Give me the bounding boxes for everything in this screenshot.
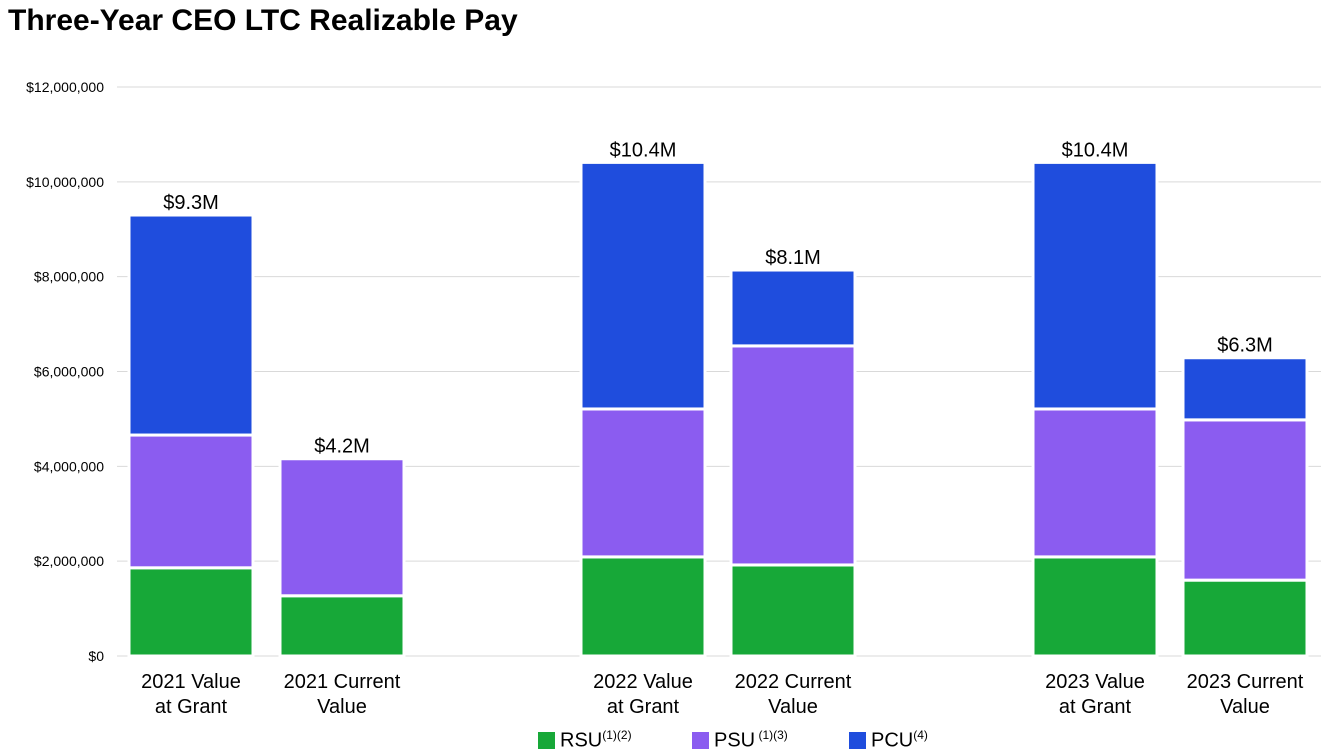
- legend-label: RSU(1)(2): [560, 728, 632, 752]
- legend-footnote: (1)(2): [602, 728, 632, 742]
- chart-title: Three-Year CEO LTC Realizable Pay: [8, 4, 518, 37]
- legend-item-psu: PSU (1)(3): [692, 728, 788, 753]
- x-tick-label: 2021 Value: [141, 671, 241, 693]
- x-tick-label: at Grant: [607, 696, 680, 718]
- bar-segment-psu: [127, 433, 255, 570]
- bar-segment-pcu: [1031, 160, 1159, 411]
- y-tick-label: $0: [88, 648, 104, 664]
- x-tick-label: 2023 Current: [1187, 671, 1304, 693]
- x-tick-label: Value: [317, 696, 367, 718]
- x-tick-label: Value: [1220, 696, 1270, 718]
- x-tick-label: Value: [768, 696, 818, 718]
- legend-item-rsu: RSU(1)(2): [538, 728, 632, 753]
- legend-footnote: (1)(3): [755, 728, 788, 742]
- bar-segment-rsu: [729, 563, 857, 658]
- legend-swatch: [849, 731, 866, 749]
- bar-segment-rsu: [278, 594, 406, 658]
- bar-segment-rsu: [1031, 555, 1159, 658]
- legend-label: PSU (1)(3): [714, 728, 788, 752]
- y-tick-label: $10,000,000: [26, 174, 104, 190]
- x-tick-label: at Grant: [1059, 696, 1132, 718]
- legend-swatch: [538, 731, 555, 749]
- bar-segment-rsu: [127, 566, 255, 658]
- legend-swatch: [692, 731, 709, 749]
- y-tick-label: $12,000,000: [26, 79, 104, 95]
- total-label: $6.3M: [1217, 335, 1273, 357]
- x-tick-label: 2022 Current: [735, 671, 852, 693]
- chart: $0 $2,000,000 $4,000,000 $6,000,000 $8,000,0…: [26, 79, 1321, 718]
- bar-segment-pcu: [1181, 356, 1309, 422]
- legend-footnote: (4): [913, 728, 928, 742]
- y-tick-label: $4,000,000: [34, 458, 104, 474]
- total-label: $10.4M: [1062, 139, 1129, 161]
- x-tick-label: at Grant: [155, 696, 228, 718]
- bar-segment-pcu: [579, 160, 707, 411]
- bar-segment-pcu: [729, 268, 857, 348]
- legend-label: PCU(4): [871, 728, 928, 752]
- bar-segment-pcu: [127, 213, 255, 437]
- total-label: $9.3M: [163, 192, 219, 214]
- total-label: $10.4M: [610, 139, 677, 161]
- bar-segment-rsu: [1181, 578, 1309, 658]
- total-label: $4.2M: [314, 436, 370, 458]
- bar-segment-psu: [579, 407, 707, 559]
- legend: RSU(1)(2) PSU (1)(3) PCU(4): [0, 728, 1321, 753]
- legend-item-pcu: PCU(4): [849, 728, 928, 753]
- y-tick-label: $6,000,000: [34, 364, 104, 380]
- bar-segment-rsu: [579, 555, 707, 658]
- bar-segment-psu: [278, 457, 406, 598]
- x-tick-label: 2022 Value: [593, 671, 693, 693]
- total-label: $8.1M: [765, 247, 821, 269]
- bar-segment-psu: [1031, 407, 1159, 559]
- x-tick-label: 2021 Current: [284, 671, 401, 693]
- x-tick-label: 2023 Value: [1045, 671, 1145, 693]
- y-tick-label: $8,000,000: [34, 269, 104, 285]
- y-tick-label: $2,000,000: [34, 553, 104, 569]
- bar-segment-psu: [729, 344, 857, 567]
- bar-segment-psu: [1181, 418, 1309, 582]
